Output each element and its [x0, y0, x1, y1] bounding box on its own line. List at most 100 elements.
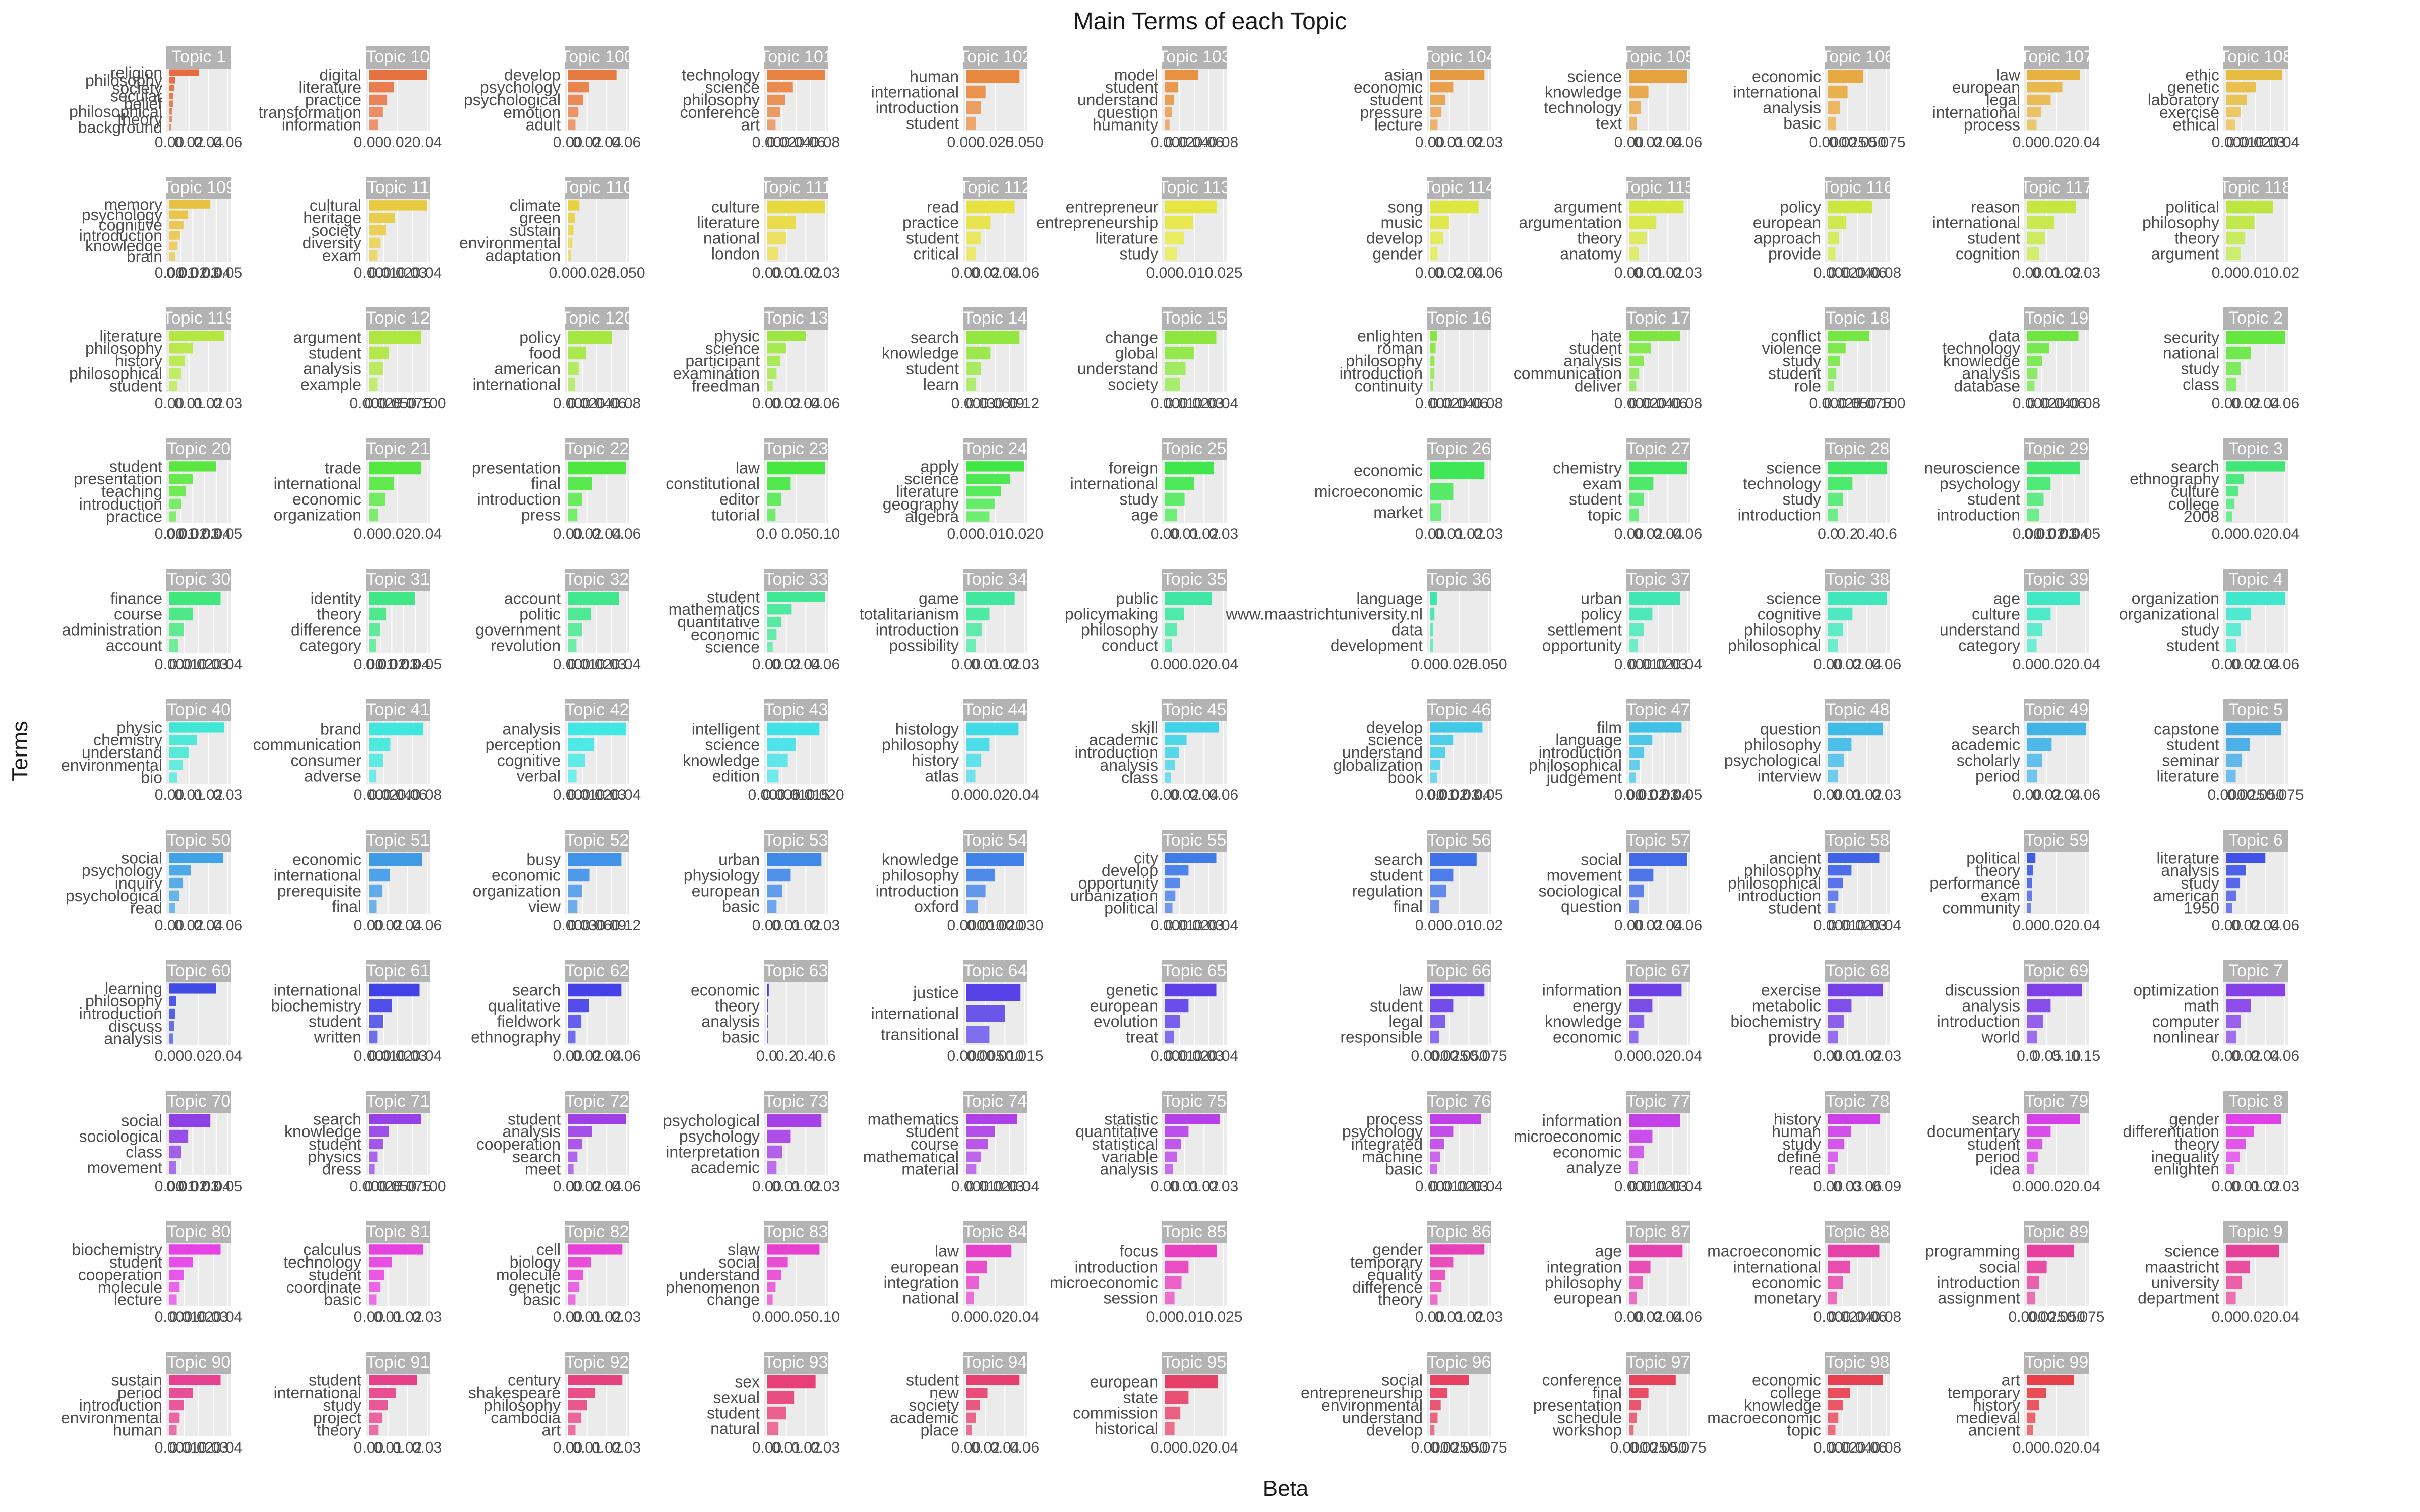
term-label: knowledge	[1943, 352, 2020, 370]
facet-panel: Topic 35 0.00 0.02 0.04 publicpolicymakingph…	[1065, 569, 1238, 673]
bar	[1165, 1260, 1189, 1274]
term-label: humanity	[1093, 116, 1158, 134]
bar	[2226, 474, 2244, 484]
bar	[1828, 1291, 1837, 1305]
tick-label: 0.02	[1438, 787, 1468, 803]
bar	[1828, 903, 1836, 913]
term-label: data	[1989, 327, 2020, 345]
facet-label: Topic 25	[1163, 439, 1227, 458]
term-label: literature	[2157, 767, 2220, 785]
facet-strip	[1427, 177, 1491, 199]
bar	[369, 94, 388, 105]
tick-label: 0.0	[756, 526, 777, 542]
bar	[369, 461, 421, 475]
bar	[966, 753, 982, 767]
term-label: editor	[719, 490, 760, 509]
facet-label: Topic 73	[764, 1092, 828, 1111]
bar	[1828, 592, 1887, 605]
bar	[169, 983, 216, 994]
bar	[1430, 772, 1437, 783]
facet-label: Topic 42	[565, 700, 629, 719]
tick-label: 0.02	[1474, 917, 1503, 934]
facet-label: Topic 93	[764, 1353, 828, 1372]
tick-label: 0.03	[412, 1309, 442, 1326]
bar	[1629, 101, 1641, 114]
bar	[1828, 983, 1883, 997]
bar	[767, 868, 791, 882]
bar	[2226, 1151, 2241, 1162]
bar	[1165, 747, 1179, 758]
facet-label: Topic 99	[2025, 1353, 2089, 1372]
facet-panel: Topic 45 0.000.020.040.06 skillacademicint…	[1075, 699, 1238, 803]
bar	[2226, 890, 2236, 901]
facet-label: Topic 41	[366, 700, 430, 719]
term-label: study	[1120, 490, 1158, 509]
bar	[568, 1294, 576, 1305]
facet-strip	[764, 46, 828, 69]
bar	[767, 722, 820, 736]
term-label: cultural	[310, 196, 361, 214]
bar	[2027, 1425, 2033, 1435]
term-label: theory	[1378, 1291, 1423, 1309]
facet-strip	[963, 46, 1027, 69]
tick-label: 0.000	[947, 134, 985, 151]
bar	[169, 474, 193, 484]
bar	[1828, 70, 1863, 83]
tick-label: 0.00	[2013, 1439, 2042, 1456]
bar	[966, 1151, 981, 1162]
bar	[568, 623, 582, 637]
facet-panel: Topic 44 0.00 0.02 0.04 histologyphilosophyh…	[882, 699, 1039, 803]
facet-label: Topic 86	[1427, 1222, 1491, 1241]
term-label: provide	[1768, 1028, 1821, 1046]
bar	[767, 1269, 781, 1280]
term-label: argument	[293, 329, 361, 347]
facet-label: Topic 85	[1163, 1222, 1227, 1241]
facet-panel: Topic 11 0.000.010.020.030.04 culturalheri…	[302, 177, 442, 281]
bar	[1165, 1276, 1182, 1289]
facet-label: Topic 57	[1626, 831, 1690, 850]
facet-strip	[1162, 569, 1227, 591]
facet-strip	[1626, 307, 1690, 330]
bar	[2226, 82, 2256, 93]
facet-strip	[166, 46, 231, 69]
term-label: finance	[110, 590, 162, 608]
facet-label: Topic 110	[561, 178, 633, 197]
bar	[1430, 1126, 1454, 1137]
tick-label: 0.08	[1209, 134, 1238, 151]
term-label: analysis	[502, 720, 561, 738]
facet-panel: Topic 26 0.000.010.020.03 economic microeco…	[1314, 438, 1503, 542]
facet-label: Topic 38	[1826, 570, 1890, 589]
facet-strip	[366, 177, 430, 199]
tick-label: 0.010	[777, 787, 815, 803]
tick-label: 0.04	[2071, 1178, 2100, 1195]
bar	[2226, 1260, 2250, 1274]
term-label: economic	[1553, 1028, 1622, 1046]
tick-label: 0.12	[612, 917, 641, 934]
tick-label: 0.05	[213, 1178, 243, 1195]
tick-label: 0.06	[1673, 917, 1702, 934]
term-label: basic	[722, 898, 760, 916]
facet-label: Topic 119	[162, 308, 234, 328]
term-label: technology	[682, 66, 760, 84]
facet-label: Topic 70	[167, 1092, 231, 1111]
term-label: technology	[1743, 475, 1821, 493]
term-label: cognitive	[1758, 605, 1821, 623]
bar	[1165, 865, 1189, 876]
term-label: theory	[117, 110, 162, 129]
term-label: international	[274, 475, 361, 493]
bar	[1165, 1015, 1180, 1028]
term-label: history	[912, 751, 959, 770]
term-label: account	[106, 637, 162, 655]
term-label: department	[2138, 1289, 2219, 1307]
tick-label: 0.075	[393, 395, 431, 412]
tick-label: 0.03	[1474, 526, 1503, 542]
tick-label: 0.00	[1415, 134, 1444, 151]
term-label: background	[78, 118, 162, 136]
tick-label: 0.02	[383, 526, 412, 542]
bar	[369, 1139, 383, 1150]
bar	[2027, 865, 2033, 876]
bar	[568, 250, 571, 261]
tick-label: 0.000	[947, 526, 985, 542]
bar	[1165, 107, 1172, 117]
bar	[369, 1294, 377, 1305]
